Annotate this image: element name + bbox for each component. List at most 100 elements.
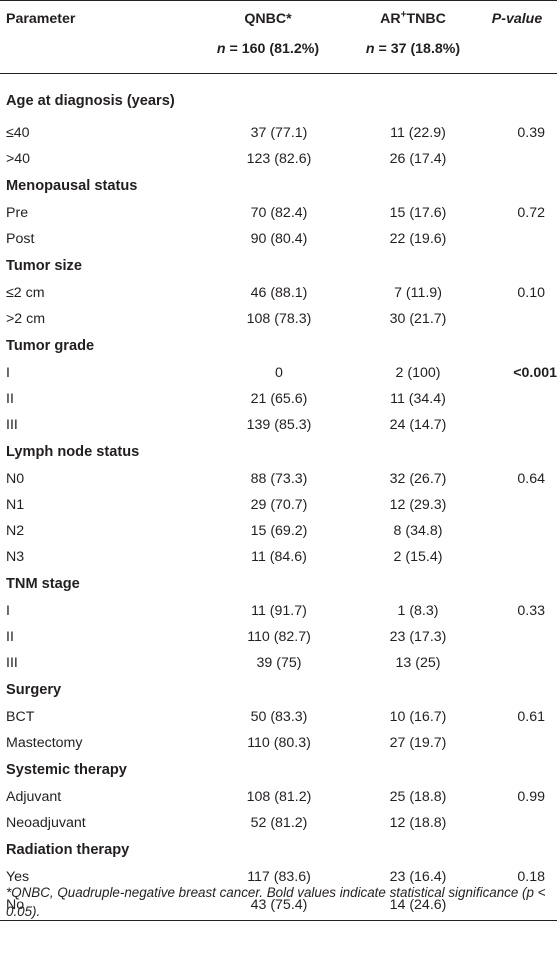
row-label: Yes [6, 869, 30, 885]
row-pvalue: <0.001 [513, 365, 557, 381]
row-label: No [0, 890, 187, 921]
row-qnbc-value: 110 (80.3) [247, 735, 311, 751]
group-title: Lymph node status [6, 444, 140, 460]
group-header-row: Tumor size [0, 252, 557, 280]
row-label: N1 [6, 497, 25, 513]
row-label: >2 cm [6, 311, 46, 327]
row-label: III [6, 417, 18, 433]
row-qnbc-value: 90 (80.4) [250, 231, 308, 247]
row-ar-value: 2 (100) [395, 365, 441, 381]
table-row: I 0 2 (100) <0.001 [0, 360, 557, 386]
row-label: Pre [6, 205, 29, 221]
row-qnbc-value: 52 (81.2) [250, 815, 308, 831]
row-ar-value: 7 (11.9) [394, 285, 442, 301]
row-qnbc-value: 70 (82.4) [250, 205, 308, 221]
row-label: I [6, 603, 10, 619]
row-ar-value: 32 (26.7) [389, 471, 447, 487]
row-ar-value: 12 (29.3) [389, 497, 447, 513]
row-pvalue: 0.99 [517, 789, 545, 805]
table-row: N2 15 (69.2) 8 (34.8) [0, 518, 557, 544]
group-header-row: Tumor grade [0, 332, 557, 360]
group-header-row: Age at diagnosis (years) [0, 74, 557, 121]
row-qnbc-value: 108 (81.2) [246, 789, 312, 805]
row-ar-value: 30 (21.7) [389, 311, 447, 327]
row-label: ≤2 cm [6, 285, 45, 301]
table-row: Mastectomy 110 (80.3) 27 (19.7) [0, 730, 557, 756]
row-qnbc-value: 110 (82.7) [247, 629, 311, 645]
row-qnbc-value: 11 (84.6) [251, 549, 307, 565]
row-label: N3 [6, 549, 25, 565]
row-pvalue [477, 518, 557, 544]
row-pvalue: 0.39 [517, 125, 545, 141]
row-label: Adjuvant [6, 789, 62, 805]
row-qnbc-value: 123 (82.6) [246, 151, 312, 167]
header-ar-n: n = 37 (18.8%) [349, 41, 477, 74]
row-qnbc-value: 21 (65.6) [250, 391, 308, 407]
row-label: Mastectomy [6, 735, 83, 751]
table-row: ≤2 cm 46 (88.1) 7 (11.9) 0.10 [0, 280, 557, 306]
row-label: Neoadjuvant [6, 815, 86, 831]
table-row: Pre 70 (82.4) 15 (17.6) 0.72 [0, 200, 557, 226]
row-qnbc-value: 29 (70.7) [250, 497, 308, 513]
row-qnbc-value: 15 (69.2) [250, 523, 308, 539]
row-qnbc-value: 108 (78.3) [246, 311, 312, 327]
row-ar-value: 11 (22.9) [390, 125, 446, 141]
table-row: ≤40 37 (77.1) 11 (22.9) 0.39 [0, 120, 557, 146]
header-empty [0, 41, 187, 74]
group-title: Radiation therapy [6, 842, 130, 858]
header-pvalue-label: P-value [491, 11, 543, 27]
header-ar-post: TNBC [406, 11, 446, 27]
row-qnbc-value: 88 (73.3) [250, 471, 308, 487]
row-qnbc-value: 39 (75) [256, 655, 302, 671]
table-row: N3 11 (84.6) 2 (15.4) [0, 544, 557, 570]
row-pvalue [477, 544, 557, 570]
row-ar-value: 11 (34.4) [390, 391, 446, 407]
row-label: II [6, 629, 14, 645]
row-ar-value: 27 (19.7) [389, 735, 447, 751]
table-row: >40 123 (82.6) 26 (17.4) [0, 146, 557, 172]
table-row: N1 29 (70.7) 12 (29.3) [0, 492, 557, 518]
table-row: Neoadjuvant 52 (81.2) 12 (18.8) [0, 810, 557, 836]
table-row: II 21 (65.6) 11 (34.4) [0, 386, 557, 412]
row-label: I [6, 365, 10, 381]
table-row: III 39 (75) 13 (25) [0, 650, 557, 676]
table-container: Parameter QNBC* AR+TNBC P-value n = 160 … [0, 0, 557, 921]
group-title: Tumor grade [6, 338, 95, 354]
group-header-row: Systemic therapy [0, 756, 557, 784]
table-row: III 139 (85.3) 24 (14.7) [0, 412, 557, 438]
row-qnbc-value: 139 (85.3) [246, 417, 312, 433]
group-title: TNM stage [6, 576, 80, 592]
table-row: N0 88 (73.3) 32 (26.7) 0.64 [0, 466, 557, 492]
row-pvalue: 0.10 [517, 285, 545, 301]
row-pvalue: 0.64 [517, 471, 545, 487]
table-row: BCT 50 (83.3) 10 (16.7) 0.61 [0, 704, 557, 730]
table-footnote: *QNBC, Quadruple-negative breast cancer.… [6, 885, 546, 919]
row-pvalue: 0.61 [517, 709, 545, 725]
row-qnbc-value: 46 (88.1) [250, 285, 308, 301]
header-qnbc: QNBC* [187, 0, 349, 41]
row-ar-value: 23 (16.4) [389, 869, 447, 885]
group-header-row: Radiation therapy [0, 836, 557, 864]
table-row: >2 cm 108 (78.3) 30 (21.7) [0, 306, 557, 332]
row-label: BCT [6, 709, 35, 725]
row-ar-value: 22 (19.6) [389, 231, 447, 247]
row-label: II [6, 391, 14, 407]
characteristics-table: Parameter QNBC* AR+TNBC P-value n = 160 … [0, 0, 557, 921]
group-title: Menopausal status [6, 178, 138, 194]
row-label: N2 [6, 523, 25, 539]
table-row: Post 90 (80.4) 22 (19.6) [0, 226, 557, 252]
group-header-row: Surgery [0, 676, 557, 704]
row-qnbc-value: 0 [275, 365, 283, 381]
row-pvalue [477, 412, 557, 438]
group-title: Systemic therapy [6, 762, 127, 778]
row-label: >40 [6, 151, 31, 167]
row-ar-value: 25 (18.8) [389, 789, 447, 805]
row-qnbc-value: 117 (83.6) [247, 869, 311, 885]
header-ar-pre: AR [380, 11, 401, 27]
row-label: ≤40 [6, 125, 30, 141]
row-ar-value: 26 (17.4) [389, 151, 447, 167]
row-pvalue [477, 386, 557, 412]
header-ar-sup: + [400, 9, 407, 21]
header-pvalue: P-value [477, 0, 557, 41]
group-header-row: Menopausal status [0, 172, 557, 200]
